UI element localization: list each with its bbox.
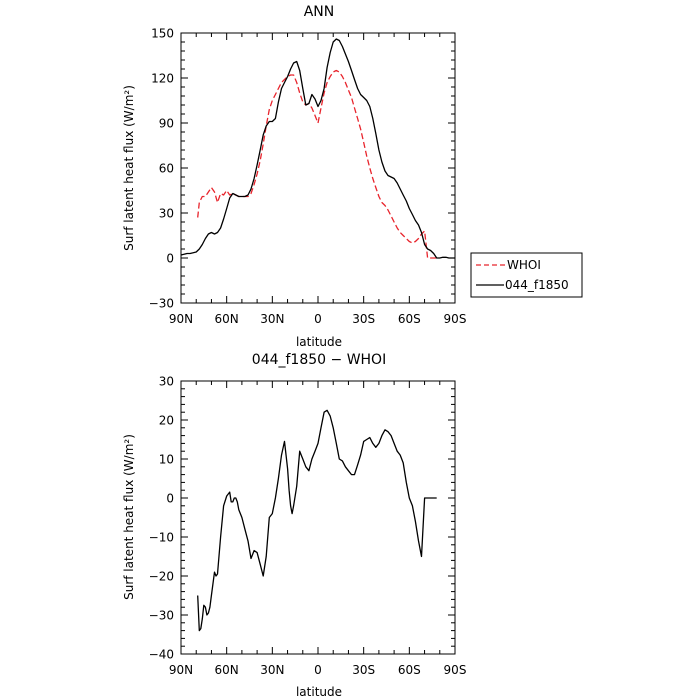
y-tick-label: −30: [149, 609, 174, 623]
y-tick-label: 90: [159, 117, 174, 131]
panel-2-axes: 90N 60N 30N 0 30S 60S 90S −40 −30 −20 −10 0 10 20 30: [149, 375, 467, 678]
y-tick-label: 0: [166, 252, 174, 266]
panel-2-title: 044_f1850 − WHOI: [252, 352, 386, 368]
legend-label-044-f1850: 044_f1850: [505, 278, 569, 292]
x-tick-label: 60S: [398, 312, 421, 326]
y-tick-label: 60: [159, 162, 174, 176]
legend-box: [470, 252, 583, 298]
panel-1-series: [180, 38, 455, 259]
y-tick-label: 150: [151, 27, 174, 41]
x-tick-label: 30S: [352, 663, 375, 677]
series-line-044-f1850: [180, 38, 455, 259]
x-tick-label: 60N: [215, 312, 239, 326]
x-tick-label: 90N: [169, 663, 193, 677]
y-tick-label: −30: [149, 297, 174, 311]
x-tick-label: 60N: [215, 663, 239, 677]
panel-annual: ANN 90N 60N 30N 0 30S 60S 90S−300306090120150 …: [122, 4, 583, 349]
x-tick-label: 0: [314, 312, 322, 326]
panel-2-series: [197, 409, 437, 632]
panel-2-y-axis-label: Surf latent heat flux (W/m²): [122, 434, 136, 600]
x-tick-label: 30N: [260, 663, 284, 677]
series-line-difference: [197, 409, 437, 632]
panel-1-title: ANN: [304, 4, 335, 20]
x-tick-label: 90S: [444, 312, 467, 326]
y-tick-label: 120: [151, 72, 174, 86]
panel-1-y-axis-label: Surf latent heat flux (W/m²): [122, 85, 136, 251]
x-tick-label: 30S: [352, 312, 375, 326]
x-tick-label: 90N: [169, 312, 193, 326]
series-line-whoi: [197, 69, 437, 259]
y-tick-label: 20: [159, 414, 174, 428]
x-tick-label: 30N: [260, 312, 284, 326]
panel-1-plot-frame: [180, 32, 456, 304]
x-tick-label: 60S: [398, 663, 421, 677]
panel-1-axes: 90N 60N 30N 0 30S 60S 90S −30 0 30 60 90 120 150: [149, 27, 467, 327]
y-tick-label: 0: [166, 492, 174, 506]
legend-label-whoi: WHOI: [507, 258, 541, 272]
y-tick-label: 30: [159, 375, 174, 389]
panel-2-x-axis-label: latitude: [296, 685, 342, 699]
panel-1-x-axis-label: latitude: [296, 335, 342, 349]
legend: WHOI 044_f1850: [470, 252, 583, 298]
y-tick-label: −10: [149, 531, 174, 545]
y-tick-label: −40: [149, 648, 174, 662]
x-tick-label: 0: [314, 663, 322, 677]
x-tick-label: 90S: [444, 663, 467, 677]
y-tick-label: 30: [159, 207, 174, 221]
y-tick-label: −20: [149, 570, 174, 584]
panel-difference: 044_f1850 − WHOI 90N 60N 30N 0 30S 60S 90S −40 −…: [122, 352, 466, 699]
y-tick-label: 10: [159, 453, 174, 467]
